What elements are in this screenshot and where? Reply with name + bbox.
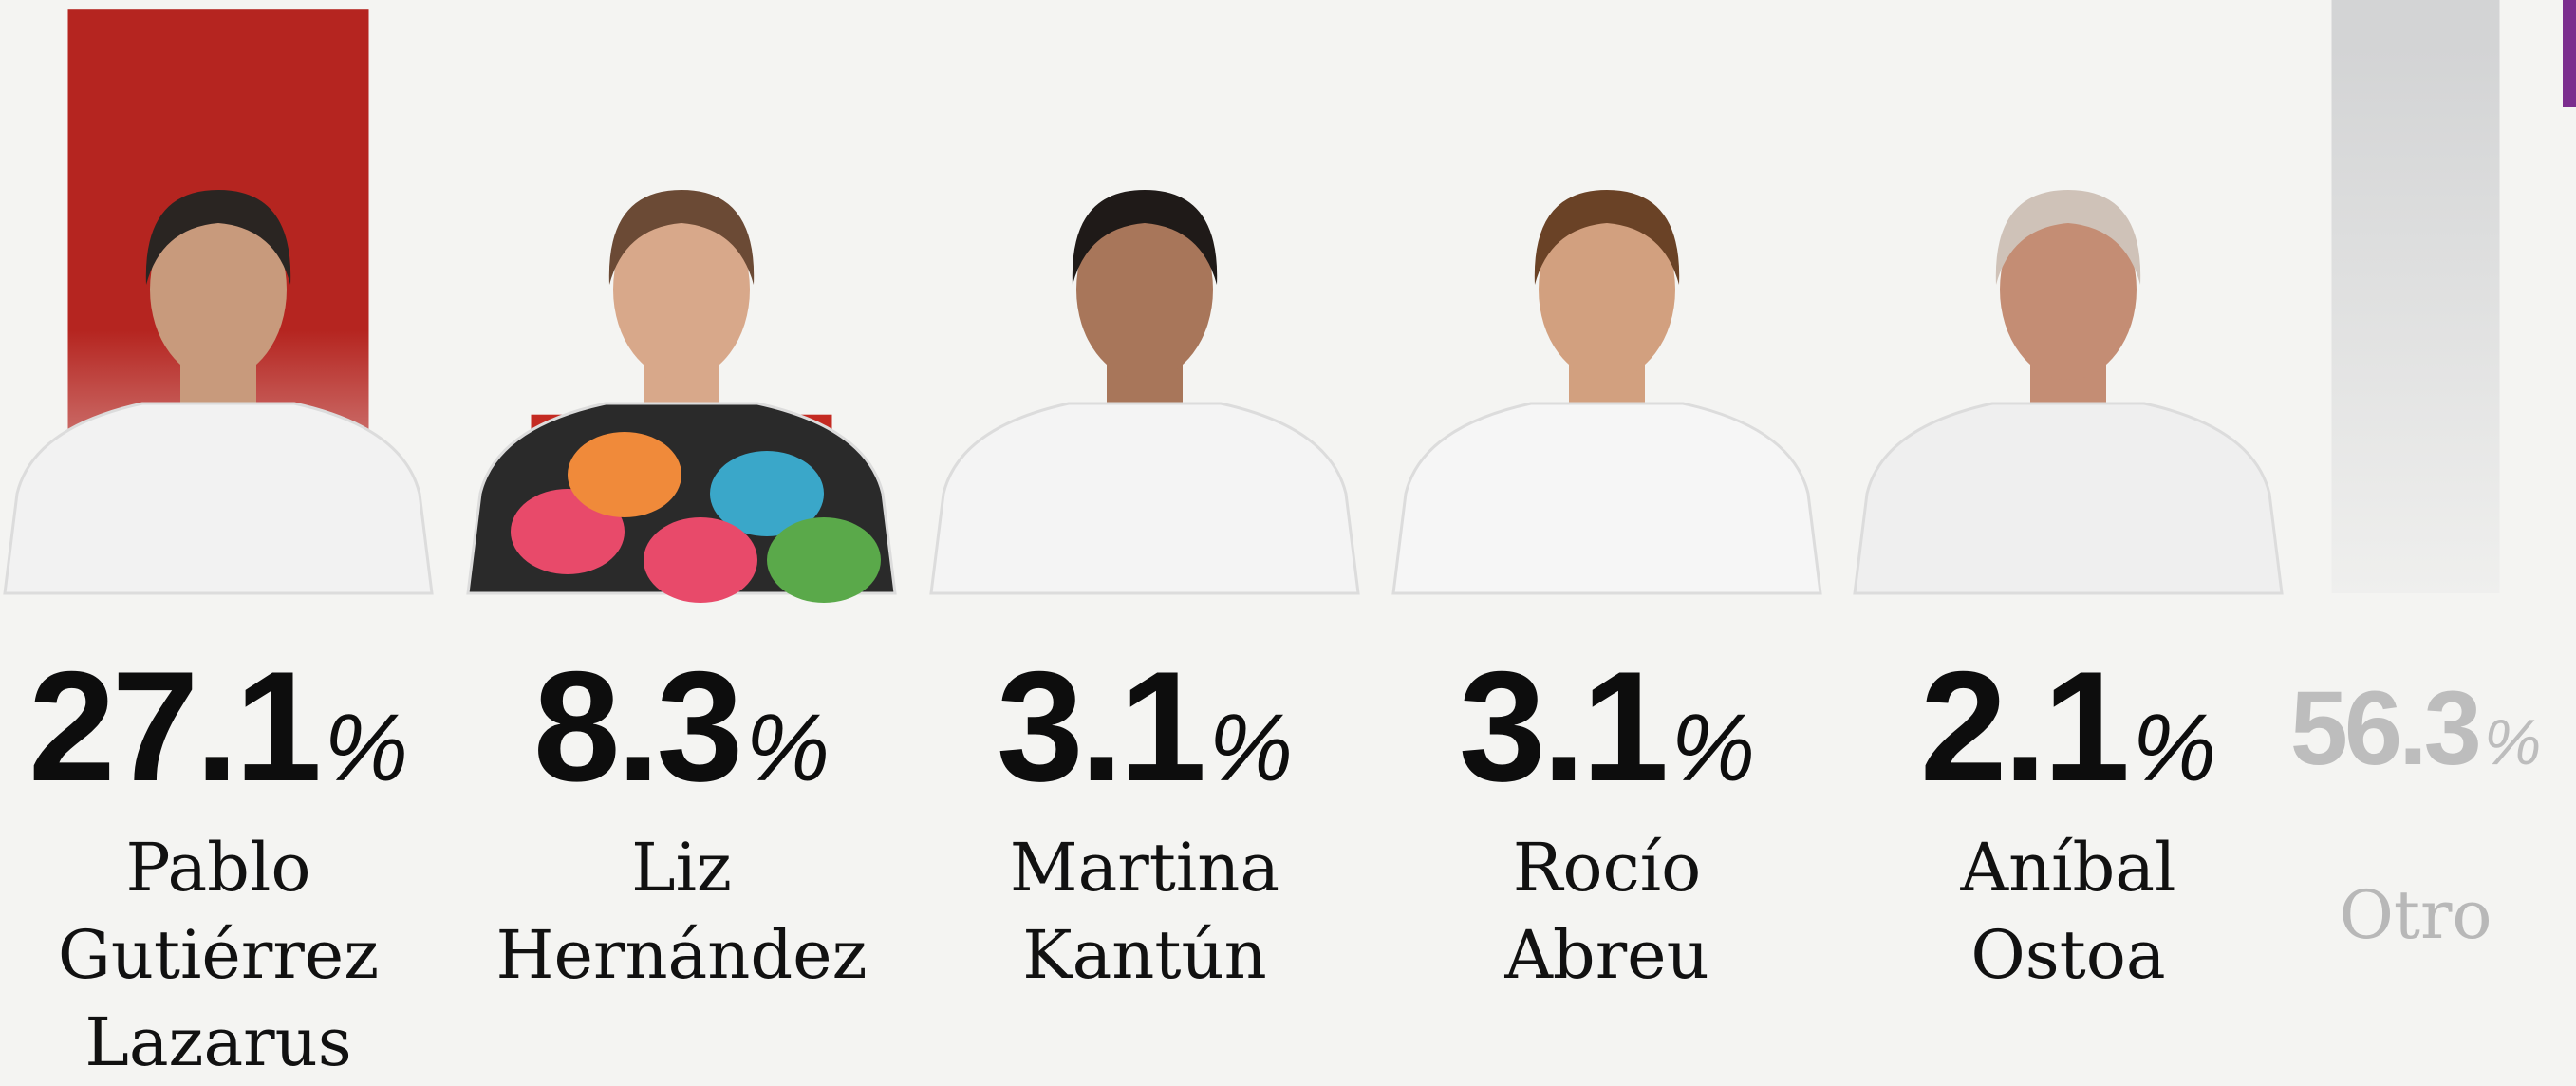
photo-body (931, 403, 1358, 593)
value-label: 56.3% (2290, 670, 2542, 787)
page: 27.1%8.3%3.1%3.1%2.1%56.3% (() => { cons… (0, 0, 2576, 1074)
value-number: 2.1 (1920, 639, 2127, 814)
candidate-name: Aníbal Ostoa (1864, 824, 2272, 999)
labels: 27.1%8.3%3.1%3.1%2.1%56.3% (28, 639, 2541, 814)
value-unit: % (745, 695, 830, 801)
candidate-name: Rocío Abreu (1403, 824, 1811, 999)
value-unit: % (2132, 695, 2216, 801)
bar (2332, 0, 2500, 593)
value-number: 8.3 (533, 639, 739, 814)
photo-pattern (568, 432, 681, 517)
value-number: 3.1 (1459, 639, 1666, 814)
value-unit: % (1208, 695, 1293, 801)
photo-pattern (644, 517, 757, 603)
photo-body (1393, 403, 1820, 593)
photo-body (5, 403, 432, 593)
candidate-name: Martina Kantún (941, 824, 1349, 999)
candidate-name: Otro (2273, 871, 2558, 959)
value-unit: % (1671, 695, 1755, 801)
value-label: 2.1% (1920, 639, 2216, 814)
value-label: 27.1% (28, 639, 408, 814)
photo-pattern (767, 517, 881, 603)
candidate-name: Liz Hernández (477, 824, 886, 999)
value-number: 56.3 (2290, 670, 2479, 787)
candidate-name: Pablo Gutiérrez Lazarus (14, 824, 422, 1086)
value-unit: % (2484, 706, 2541, 778)
value-number: 27.1 (28, 639, 318, 814)
accent-strip (2563, 0, 2576, 107)
value-label: 3.1% (997, 639, 1293, 814)
value-label: 8.3% (533, 639, 830, 814)
value-label: 3.1% (1459, 639, 1755, 814)
value-unit: % (324, 695, 408, 801)
photo-body (1855, 403, 2282, 593)
value-number: 3.1 (997, 639, 1204, 814)
